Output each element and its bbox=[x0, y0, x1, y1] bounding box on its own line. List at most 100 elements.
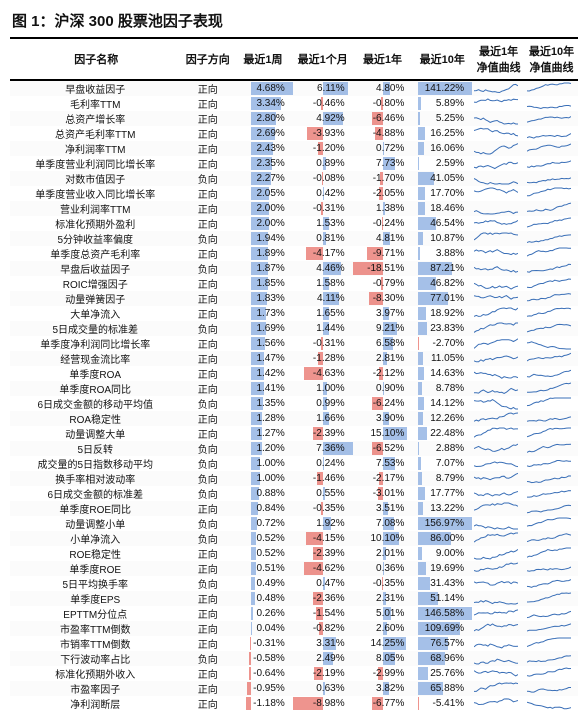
factor-name: 6日成交金额的移动平均值 bbox=[10, 396, 182, 411]
factor-name: 早盘收益因子 bbox=[10, 80, 182, 96]
factor-direction: 正向 bbox=[182, 426, 233, 441]
table-row: 动量弹簧因子正向1.83%4.11%-8.30%77.01% bbox=[10, 291, 578, 306]
value-cell: 0.42% bbox=[293, 186, 353, 201]
value-cell: 46.54% bbox=[412, 216, 472, 231]
table-row: 动量调整小单负向0.72%1.92%7.08%156.97% bbox=[10, 516, 578, 531]
value-cell: 13.22% bbox=[412, 501, 472, 516]
factor-direction: 正向 bbox=[182, 681, 233, 696]
sparkline-10y bbox=[525, 111, 578, 126]
factor-name: 标准化预期外盈利 bbox=[10, 216, 182, 231]
sparkline-10y bbox=[525, 606, 578, 621]
sparkline-10y bbox=[525, 186, 578, 201]
value-cell: 2.31% bbox=[353, 591, 413, 606]
value-cell: -0.95% bbox=[233, 681, 293, 696]
factor-direction: 正向 bbox=[182, 336, 233, 351]
factor-direction: 正向 bbox=[182, 246, 233, 261]
sparkline-10y bbox=[525, 291, 578, 306]
value-cell: 12.26% bbox=[412, 411, 472, 426]
value-cell: 41.05% bbox=[412, 171, 472, 186]
table-row: 市销率TTM倒数正向-0.31%3.31%14.25%76.57% bbox=[10, 636, 578, 651]
value-cell: 141.22% bbox=[412, 80, 472, 96]
value-cell: 2.00% bbox=[233, 201, 293, 216]
factor-direction: 正向 bbox=[182, 80, 233, 96]
value-cell: 2.81% bbox=[353, 351, 413, 366]
value-cell: 1.28% bbox=[233, 411, 293, 426]
sparkline-10y bbox=[525, 126, 578, 141]
value-cell: -2.36% bbox=[293, 591, 353, 606]
factor-name: EPTTM分位点 bbox=[10, 606, 182, 621]
table-row: 单季度EPS正向0.48%-2.36%2.31%51.14% bbox=[10, 591, 578, 606]
factor-direction: 正向 bbox=[182, 501, 233, 516]
value-cell: -4.62% bbox=[293, 561, 353, 576]
sparkline-1y bbox=[472, 546, 525, 561]
table-row: 标准化预期外盈利正向2.00%1.53%-0.24%46.54% bbox=[10, 216, 578, 231]
sparkline-1y bbox=[472, 366, 525, 381]
sparkline-10y bbox=[525, 246, 578, 261]
value-cell: 87.21% bbox=[412, 261, 472, 276]
factor-name: ROE稳定性 bbox=[10, 546, 182, 561]
value-cell: 9.21% bbox=[353, 321, 413, 336]
factor-name: 成交量的5日指数移动平均 bbox=[10, 456, 182, 471]
value-cell: 86.00% bbox=[412, 531, 472, 546]
value-cell: 4.92% bbox=[293, 111, 353, 126]
value-cell: 17.77% bbox=[412, 486, 472, 501]
table-row: ROA稳定性正向1.28%1.66%3.90%12.26% bbox=[10, 411, 578, 426]
value-cell: -0.82% bbox=[293, 621, 353, 636]
value-cell: -2.05% bbox=[353, 186, 413, 201]
value-cell: 1.85% bbox=[233, 276, 293, 291]
value-cell: 1.89% bbox=[233, 246, 293, 261]
value-cell: -0.58% bbox=[233, 651, 293, 666]
value-cell: 5.25% bbox=[412, 111, 472, 126]
value-cell: 3.31% bbox=[293, 636, 353, 651]
value-cell: -2.19% bbox=[293, 666, 353, 681]
factor-name: 净利润率TTM bbox=[10, 141, 182, 156]
sparkline-10y bbox=[525, 156, 578, 171]
value-cell: 3.82% bbox=[353, 681, 413, 696]
value-cell: 1.94% bbox=[233, 231, 293, 246]
sparkline-1y bbox=[472, 441, 525, 456]
sparkline-10y bbox=[525, 591, 578, 606]
value-cell: 8.78% bbox=[412, 381, 472, 396]
table-row: 单季度ROE同比正向0.84%-0.35%3.51%13.22% bbox=[10, 501, 578, 516]
sparkline-10y bbox=[525, 80, 578, 96]
value-cell: 0.52% bbox=[233, 531, 293, 546]
value-cell: 2.88% bbox=[412, 441, 472, 456]
table-row: 营业利润率TTM正向2.00%-0.31%1.38%18.46% bbox=[10, 201, 578, 216]
sparkline-10y bbox=[525, 411, 578, 426]
table-row: 经营现金流比率正向1.47%-1.28%2.81%11.05% bbox=[10, 351, 578, 366]
value-cell: -4.15% bbox=[293, 531, 353, 546]
column-header: 最近1个月 bbox=[293, 38, 353, 80]
factor-name: 换手率相对波动率 bbox=[10, 471, 182, 486]
column-header: 因子方向 bbox=[182, 38, 233, 80]
factor-name: 单季度ROA同比 bbox=[10, 381, 182, 396]
sparkline-1y bbox=[472, 591, 525, 606]
value-cell: -0.35% bbox=[353, 576, 413, 591]
sparkline-10y bbox=[525, 261, 578, 276]
factor-direction: 正向 bbox=[182, 201, 233, 216]
sparkline-1y bbox=[472, 696, 525, 710]
sparkline-1y bbox=[472, 261, 525, 276]
sparkline-10y bbox=[525, 366, 578, 381]
factor-name: 总资产毛利率TTM bbox=[10, 126, 182, 141]
factor-direction: 负向 bbox=[182, 441, 233, 456]
table-row: 6日成交金额的标准差负向0.88%0.55%-3.01%17.77% bbox=[10, 486, 578, 501]
factor-name: 对数市值因子 bbox=[10, 171, 182, 186]
value-cell: 3.97% bbox=[353, 306, 413, 321]
sparkline-1y bbox=[472, 126, 525, 141]
table-row: 净利润断层正向-1.18%-8.98%-6.77%-5.41% bbox=[10, 696, 578, 710]
sparkline-10y bbox=[525, 636, 578, 651]
value-cell: 0.47% bbox=[293, 576, 353, 591]
value-cell: 2.35% bbox=[233, 156, 293, 171]
value-cell: 7.36% bbox=[293, 441, 353, 456]
sparkline-1y bbox=[472, 141, 525, 156]
table-row: 5日成交量的标准差负向1.69%1.44%9.21%23.83% bbox=[10, 321, 578, 336]
value-cell: 1.69% bbox=[233, 321, 293, 336]
sparkline-10y bbox=[525, 561, 578, 576]
sparkline-1y bbox=[472, 411, 525, 426]
value-cell: 0.72% bbox=[233, 516, 293, 531]
factor-name: 5日成交量的标准差 bbox=[10, 321, 182, 336]
sparkline-10y bbox=[525, 96, 578, 111]
sparkline-1y bbox=[472, 216, 525, 231]
table-row: 总资产增长率正向2.80%4.92%-6.46%5.25% bbox=[10, 111, 578, 126]
table-row: 单季度ROE正向0.51%-4.62%0.36%19.69% bbox=[10, 561, 578, 576]
